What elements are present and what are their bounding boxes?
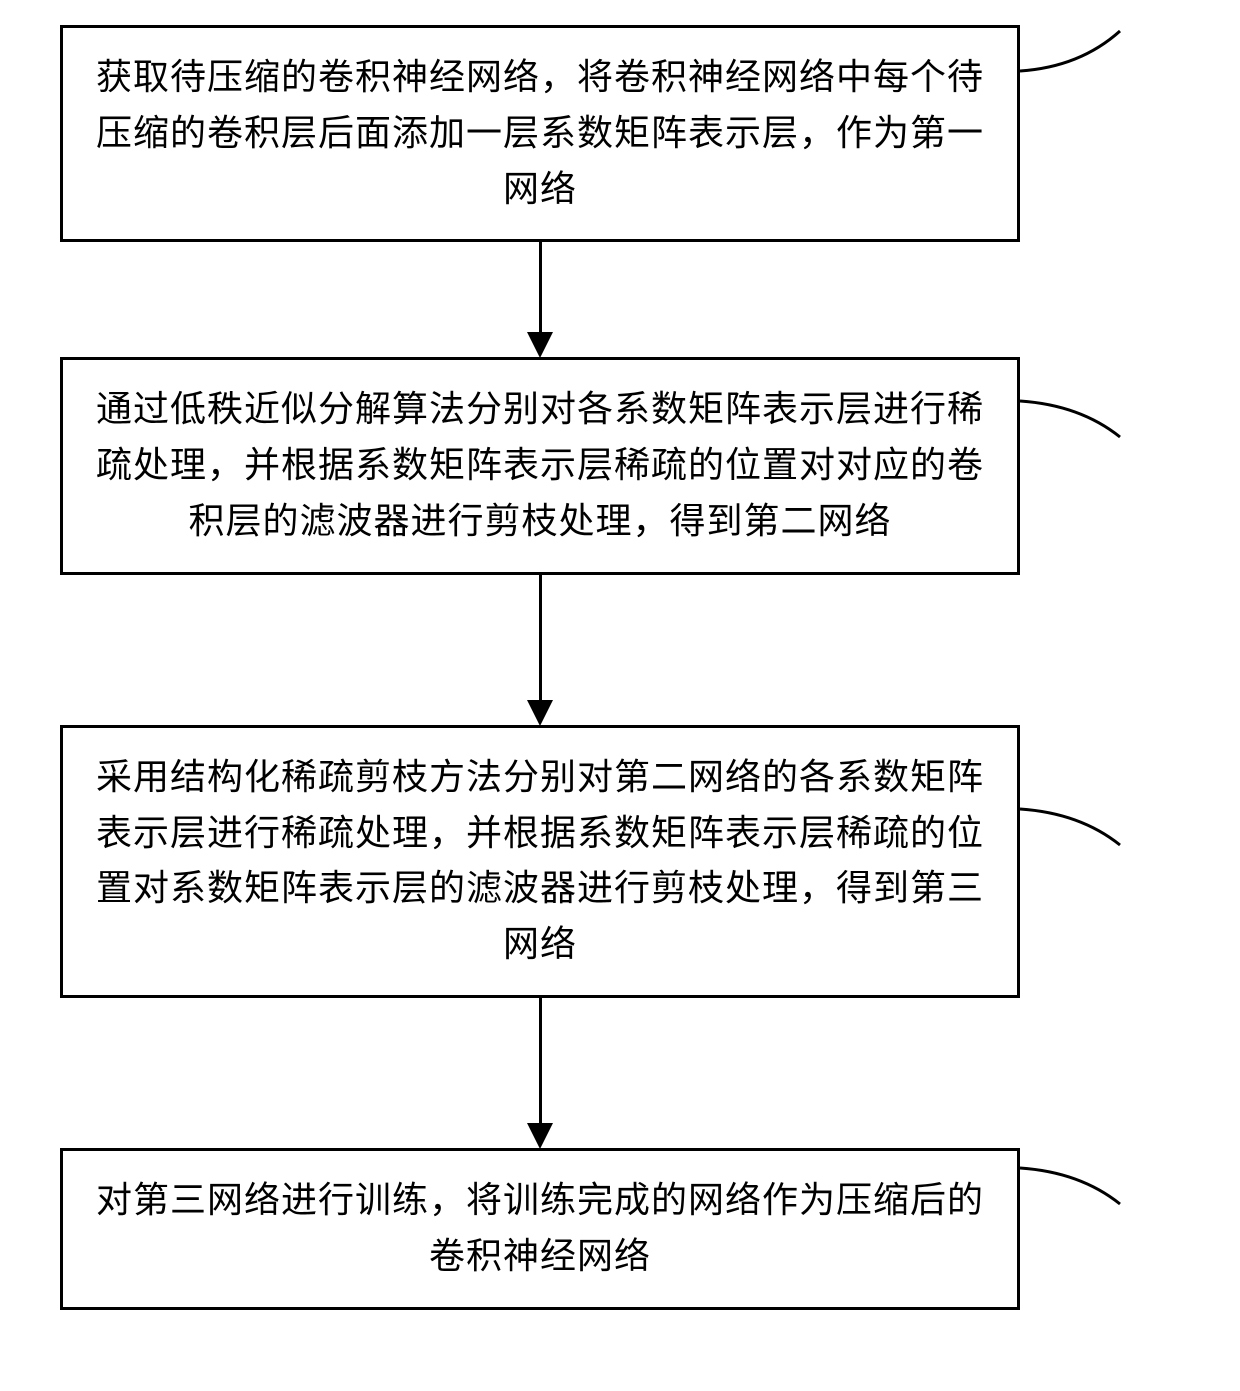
flow-arrow <box>60 242 1020 357</box>
flow-step-s200: 通过低秩近似分解算法分别对各系数矩阵表示层进行稀疏处理，并根据系数矩阵表示层稀疏… <box>60 357 1180 574</box>
label-connector-curve <box>1020 387 1180 447</box>
flowchart-container: 获取待压缩的卷积神经网络，将卷积神经网络中每个待压缩的卷积层后面添加一层系数矩阵… <box>60 25 1180 1310</box>
flow-step-s300: 采用结构化稀疏剪枝方法分别对第二网络的各系数矩阵表示层进行稀疏处理，并根据系数矩… <box>60 725 1180 998</box>
flow-step-s400: 对第三网络进行训练，将训练完成的网络作为压缩后的卷积神经网络 S400 <box>60 1148 1180 1310</box>
label-connector-curve <box>1020 795 1180 855</box>
label-connector-curve <box>1020 1154 1180 1214</box>
step-text: 通过低秩近似分解算法分别对各系数矩阵表示层进行稀疏处理，并根据系数矩阵表示层稀疏… <box>96 389 984 541</box>
step-box: 获取待压缩的卷积神经网络，将卷积神经网络中每个待压缩的卷积层后面添加一层系数矩阵… <box>60 25 1020 242</box>
label-connector-curve <box>1020 19 1180 79</box>
flow-arrow <box>60 998 1020 1148</box>
step-box: 对第三网络进行训练，将训练完成的网络作为压缩后的卷积神经网络 <box>60 1148 1020 1310</box>
step-text: 采用结构化稀疏剪枝方法分别对第二网络的各系数矩阵表示层进行稀疏处理，并根据系数矩… <box>96 757 984 964</box>
step-box: 通过低秩近似分解算法分别对各系数矩阵表示层进行稀疏处理，并根据系数矩阵表示层稀疏… <box>60 357 1020 574</box>
step-text: 获取待压缩的卷积神经网络，将卷积神经网络中每个待压缩的卷积层后面添加一层系数矩阵… <box>96 57 984 209</box>
flow-arrow <box>60 575 1020 725</box>
step-box: 采用结构化稀疏剪枝方法分别对第二网络的各系数矩阵表示层进行稀疏处理，并根据系数矩… <box>60 725 1020 998</box>
flow-step-s100: 获取待压缩的卷积神经网络，将卷积神经网络中每个待压缩的卷积层后面添加一层系数矩阵… <box>60 25 1180 242</box>
step-text: 对第三网络进行训练，将训练完成的网络作为压缩后的卷积神经网络 <box>96 1180 984 1276</box>
